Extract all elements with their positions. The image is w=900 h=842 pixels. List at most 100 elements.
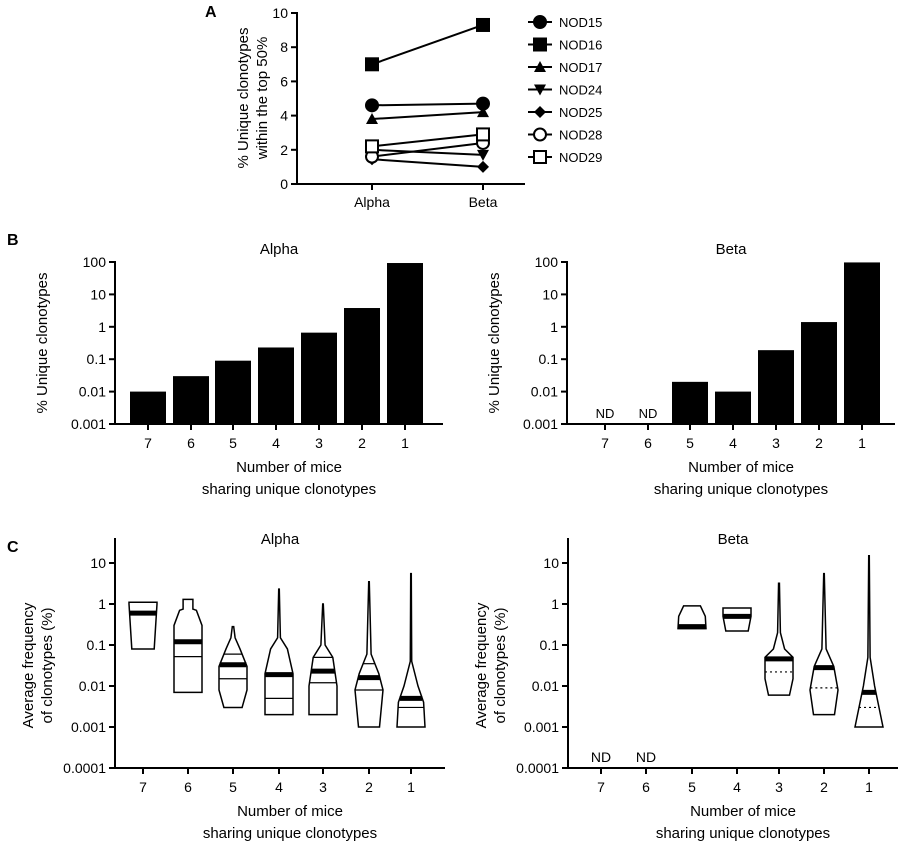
series-line-nod17	[371, 111, 484, 121]
y-tick-label: 0.01	[531, 384, 558, 400]
violin-1	[854, 555, 884, 728]
bar-6	[173, 376, 209, 424]
y-axis-label-group: % Unique clonotypes	[34, 273, 51, 414]
y-tick-label: 100	[535, 254, 559, 270]
x-tick-label: 6	[644, 435, 652, 451]
x-tick-label: 7	[144, 435, 152, 451]
y-tick-label: 0.1	[87, 351, 107, 367]
chart-title: Beta	[718, 531, 750, 548]
violin-2	[354, 580, 384, 728]
y-tick-label: 0	[280, 176, 288, 192]
bar-7	[130, 391, 166, 424]
x-tick-label: 3	[319, 779, 327, 795]
nd-label: ND	[596, 406, 615, 421]
legend-label: NOD16	[559, 38, 602, 53]
x-tick-label: 1	[865, 779, 873, 795]
violin-7	[128, 601, 158, 650]
x-tick-label: 1	[401, 435, 409, 451]
y-tick-label: 10	[542, 286, 558, 302]
series-line-nod15	[371, 102, 484, 107]
panel-label: B	[7, 232, 19, 249]
nd-label: ND	[639, 406, 658, 421]
series-line-nod16	[371, 24, 484, 66]
violin-2	[809, 572, 839, 716]
violin-6	[173, 598, 203, 694]
bar-4	[715, 391, 751, 424]
bar-1	[844, 262, 880, 424]
x-tick-label: 5	[229, 779, 237, 795]
y-axis-label: of clonotypes (%)	[492, 608, 509, 724]
y-axis-label: Average frequency	[20, 602, 37, 728]
bar-1	[387, 263, 423, 424]
data-point-nod24	[477, 149, 489, 161]
legend-label: NOD24	[559, 83, 602, 98]
y-axis-label-group: Average frequency of clonotypes (%)	[20, 602, 56, 728]
legend-marker-square-filled-icon	[533, 37, 547, 52]
bar-2	[344, 308, 380, 424]
legend-label: NOD17	[559, 60, 602, 75]
x-tick-label: 2	[820, 779, 828, 795]
data-point-nod16	[476, 17, 490, 32]
x-axis-label: Number of mice	[688, 459, 794, 476]
x-axis-label: sharing unique clonotypes	[656, 825, 830, 842]
data-point-nod25	[477, 160, 489, 173]
legend-marker-square-open-icon	[533, 150, 547, 164]
x-tick-label: 5	[229, 435, 237, 451]
y-tick-label: 0.01	[532, 678, 559, 694]
x-tick-label: 5	[688, 779, 696, 795]
legend-marker-triangle-down-filled-icon	[534, 84, 546, 96]
x-axis-label: Number of mice	[237, 803, 343, 820]
x-tick-label: 5	[686, 435, 694, 451]
data-point-nod16	[365, 57, 379, 72]
y-tick-label: 6	[280, 73, 288, 89]
y-tick-label: 2	[280, 142, 288, 158]
x-tick-label: 4	[275, 779, 283, 795]
y-tick-label: 1	[98, 319, 106, 335]
y-tick-label: 0.0001	[516, 760, 559, 776]
legend-label: NOD25	[559, 105, 602, 120]
panel-label: A	[205, 4, 217, 21]
x-axis-label: sharing unique clonotypes	[654, 481, 828, 498]
bar-4	[258, 347, 294, 424]
y-tick-label: 0.1	[540, 637, 560, 653]
nd-label: ND	[636, 749, 656, 765]
legend-marker-circle-filled-icon	[533, 15, 547, 29]
x-tick-label: 2	[358, 435, 366, 451]
data-point-nod29	[365, 139, 379, 154]
data-point-nod17	[366, 113, 378, 125]
y-axis-label-group: Average frequency of clonotypes (%)	[473, 602, 509, 728]
x-tick-label: 4	[272, 435, 280, 451]
x-axis-label: Number of mice	[236, 459, 342, 476]
x-tick-label: Alpha	[354, 194, 390, 210]
series-line-nod28	[371, 141, 484, 158]
x-tick-label: 3	[775, 779, 783, 795]
y-tick-label: 0.0001	[63, 760, 106, 776]
x-axis-label: Number of mice	[690, 803, 796, 820]
data-point-nod15	[365, 98, 379, 113]
y-tick-label: 100	[83, 254, 107, 270]
y-tick-label: 1	[550, 319, 558, 335]
violin-3	[764, 582, 794, 696]
x-tick-label: Beta	[469, 194, 498, 210]
y-tick-label: 1	[98, 596, 106, 612]
y-tick-label: 8	[280, 39, 288, 55]
chart-title: Alpha	[261, 531, 300, 548]
bar-5	[215, 360, 251, 424]
x-tick-label: 1	[858, 435, 866, 451]
series-line-nod25	[371, 158, 484, 168]
x-tick-label: 6	[642, 779, 650, 795]
y-tick-label: 0.1	[539, 351, 559, 367]
legend-label: NOD28	[559, 128, 602, 143]
y-axis-label: % Unique clonotypes	[34, 273, 51, 414]
x-tick-label: 7	[601, 435, 609, 451]
chart-title: Beta	[716, 241, 748, 258]
bar-3	[301, 332, 337, 424]
violin-3	[308, 603, 338, 716]
legend-label: NOD15	[559, 15, 602, 30]
y-tick-label: 0.001	[71, 719, 106, 735]
y-tick-label: 0.001	[524, 719, 559, 735]
bar-2	[801, 322, 837, 424]
bar-3	[758, 350, 794, 424]
x-tick-label: 2	[365, 779, 373, 795]
